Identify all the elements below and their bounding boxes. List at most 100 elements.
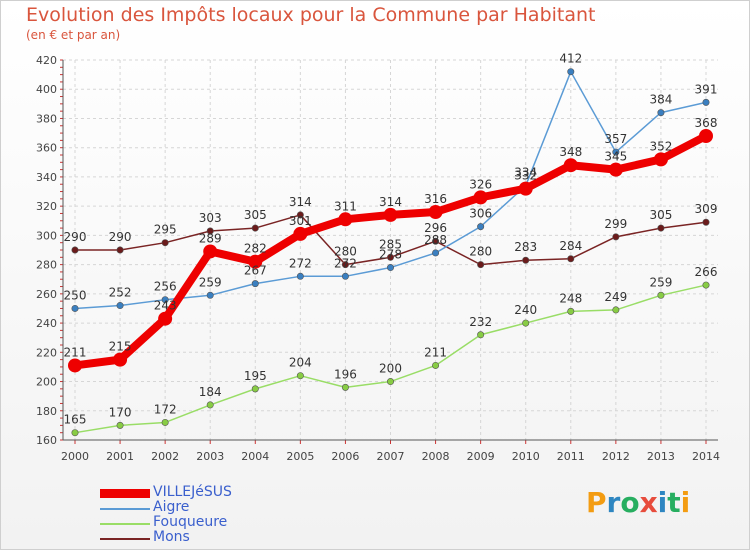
- chart-subtitle: (en € et par an): [26, 28, 121, 42]
- logo-letter: i: [657, 486, 668, 519]
- x-tick-label: 2014: [692, 450, 720, 463]
- data-point-mons: [251, 224, 259, 232]
- data-point-villej-sus: [203, 244, 218, 259]
- data-label-aigre: 412: [559, 52, 582, 66]
- data-label-fouqueure: 195: [244, 369, 267, 383]
- data-point-aigre: [341, 272, 349, 280]
- legend-label: Fouqueure: [153, 514, 228, 530]
- legend-swatch: [100, 489, 150, 498]
- data-label-aigre: 334: [514, 166, 537, 180]
- data-point-aigre: [296, 272, 304, 280]
- data-label-villej-sus: 289: [199, 231, 222, 245]
- data-label-mons: 283: [514, 240, 537, 254]
- data-point-aigre: [612, 148, 620, 156]
- y-tick-label: 320: [36, 200, 57, 213]
- data-label-fouqueure: 249: [604, 290, 627, 304]
- data-label-mons: 285: [379, 237, 402, 251]
- legend-swatch: [100, 508, 150, 510]
- data-label-mons: 305: [649, 208, 672, 222]
- x-tick-label: 2010: [512, 450, 540, 463]
- data-point-fouqueure: [522, 319, 530, 327]
- grid: [63, 59, 718, 441]
- data-point-aigre: [206, 291, 214, 299]
- chart-title: Evolution des Impôts locaux pour la Comm…: [26, 4, 596, 26]
- data-point-aigre: [657, 109, 665, 117]
- data-label-aigre: 250: [64, 288, 87, 302]
- data-point-mons: [386, 253, 394, 261]
- data-label-aigre: 267: [244, 264, 267, 278]
- logo-letter: x: [639, 486, 658, 519]
- data-label-aigre: 272: [334, 256, 357, 270]
- data-point-aigre: [251, 280, 259, 288]
- data-label-aigre: 288: [424, 233, 447, 247]
- data-point-villej-sus: [699, 129, 713, 143]
- data-label-villej-sus: 301: [289, 214, 312, 228]
- data-label-aigre: 357: [604, 132, 627, 146]
- data-point-villej-sus: [428, 205, 443, 219]
- data-label-mons: 295: [154, 223, 177, 237]
- data-label-fouqueure: 248: [559, 291, 582, 305]
- data-point-villej-sus: [113, 352, 128, 367]
- logo-letter: P: [586, 486, 607, 519]
- legend-label: Mons: [153, 529, 190, 545]
- data-point-fouqueure: [296, 372, 304, 380]
- axes: 160 180 200 220 240 260 280 300 320 340 360 380 400 4…: [36, 54, 720, 463]
- data-label-fouqueure: 259: [649, 275, 672, 289]
- data-point-fouqueure: [161, 418, 169, 426]
- x-tick-label: 2013: [647, 450, 675, 463]
- y-tick-label: 200: [36, 376, 57, 389]
- data-label-fouqueure: 200: [379, 362, 402, 376]
- data-label-mons: 284: [559, 239, 582, 253]
- data-label-fouqueure: 232: [469, 315, 492, 329]
- data-point-villej-sus: [293, 226, 308, 241]
- data-point-fouqueure: [71, 429, 79, 437]
- data-point-villej-sus: [338, 212, 353, 227]
- data-label-villej-sus: 348: [559, 145, 582, 159]
- data-point-fouqueure: [386, 378, 394, 386]
- data-label-aigre: 306: [469, 207, 492, 221]
- data-label-aigre: 252: [109, 286, 132, 300]
- data-label-villej-sus: 326: [469, 177, 492, 191]
- x-tick-label: 2003: [196, 450, 224, 463]
- y-tick-label: 240: [36, 317, 57, 330]
- data-label-mons: 296: [424, 221, 447, 235]
- data-point-fouqueure: [206, 401, 214, 409]
- x-tick-label: 2009: [467, 450, 495, 463]
- data-label-aigre: 272: [289, 256, 312, 270]
- legend-swatch: [100, 523, 150, 525]
- data-label-aigre: 278: [379, 248, 402, 262]
- data-point-fouqueure: [116, 421, 124, 429]
- data-label-mons: 309: [695, 202, 718, 216]
- data-point-villej-sus: [158, 311, 173, 326]
- data-label-fouqueure: 240: [514, 303, 537, 317]
- data-label-mons: 305: [244, 208, 267, 222]
- data-point-mons: [657, 224, 665, 232]
- data-point-mons: [612, 233, 620, 241]
- data-point-fouqueure: [657, 291, 665, 299]
- y-tick-label: 280: [36, 259, 57, 272]
- data-point-mons: [116, 246, 124, 254]
- x-tick-label: 2012: [602, 450, 630, 463]
- data-label-aigre: 256: [154, 280, 177, 294]
- data-label-fouqueure: 266: [695, 265, 718, 279]
- data-point-mons: [71, 246, 79, 254]
- data-point-mons: [206, 227, 214, 235]
- logo-letter: t: [667, 486, 681, 519]
- data-point-mons: [296, 211, 304, 219]
- data-point-fouqueure: [567, 307, 575, 315]
- data-point-villej-sus: [563, 158, 578, 173]
- data-label-villej-sus: 311: [334, 199, 357, 213]
- x-tick-label: 2004: [241, 450, 269, 463]
- data-label-fouqueure: 172: [154, 402, 177, 416]
- data-label-villej-sus: 211: [64, 345, 87, 359]
- data-point-villej-sus: [68, 358, 82, 373]
- data-label-fouqueure: 165: [64, 413, 87, 427]
- data-point-mons: [567, 255, 575, 263]
- x-tick-label: 2011: [557, 450, 585, 463]
- data-label-mons: 314: [289, 195, 312, 209]
- data-point-villej-sus: [248, 254, 263, 269]
- x-tick-label: 2006: [331, 450, 359, 463]
- data-point-villej-sus: [608, 162, 623, 177]
